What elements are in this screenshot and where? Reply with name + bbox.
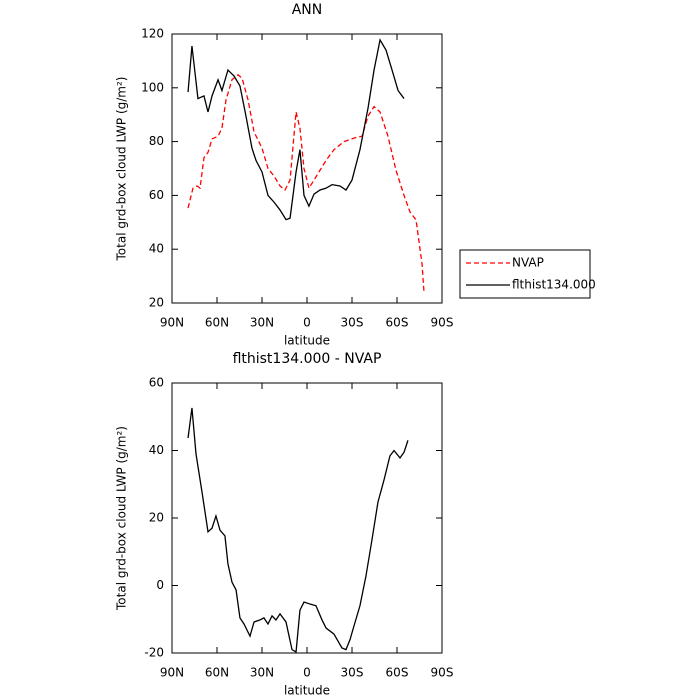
x-tick-label: 60N xyxy=(205,666,229,680)
x-tick-label: 0 xyxy=(303,666,311,680)
y-tick-label: 100 xyxy=(141,80,164,94)
y-tick-label: -20 xyxy=(144,646,164,660)
x-tick-label: 90S xyxy=(431,666,454,680)
y-tick-label: 20 xyxy=(149,296,164,310)
data-line xyxy=(187,407,409,654)
legend-box xyxy=(459,249,591,299)
y-tick-label: 20 xyxy=(149,511,164,525)
x-tick-label: 90S xyxy=(431,316,454,330)
y-tick-label: 60 xyxy=(149,376,164,390)
x-tick-label: 0 xyxy=(303,316,311,330)
data-line xyxy=(187,74,425,293)
chart-title: flthist134.000 - NVAP xyxy=(233,351,382,367)
y-tick-label: 120 xyxy=(141,27,164,41)
plot-frame xyxy=(171,33,443,304)
x-tick-label: 30S xyxy=(341,316,364,330)
y-tick-label: 0 xyxy=(156,578,164,592)
legend-label: flthist134.000 xyxy=(512,278,596,292)
x-tick-label: 30N xyxy=(250,666,274,680)
y-axis-label: Total grd-box cloud LWP (g/m²) xyxy=(115,426,129,611)
data-line xyxy=(187,38,405,221)
x-tick-label: 60N xyxy=(205,316,229,330)
x-tick-label: 30S xyxy=(341,666,364,680)
x-axis-label: latitude xyxy=(284,334,330,348)
y-tick-label: 40 xyxy=(149,443,164,457)
plot-frame xyxy=(171,382,443,654)
y-axis-label: Total grd-box cloud LWP (g/m²) xyxy=(115,77,129,262)
y-tick-label: 40 xyxy=(149,242,164,256)
y-tick-label: 80 xyxy=(149,134,164,148)
chart-title: ANN xyxy=(292,2,323,18)
x-tick-label: 60S xyxy=(386,316,409,330)
x-tick-label: 90N xyxy=(160,666,184,680)
x-tick-label: 30N xyxy=(250,316,274,330)
legend-label: NVAP xyxy=(512,256,544,270)
x-axis-label: latitude xyxy=(284,684,330,698)
x-tick-label: 90N xyxy=(160,316,184,330)
y-tick-label: 60 xyxy=(149,188,164,202)
x-tick-label: 60S xyxy=(386,666,409,680)
